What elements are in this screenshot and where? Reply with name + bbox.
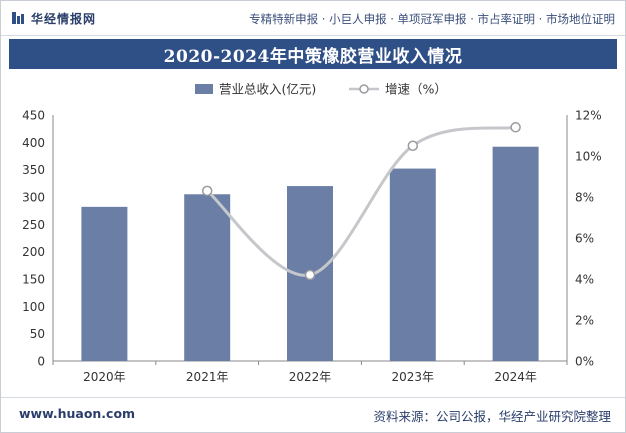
y-left-tick-label: 0	[37, 355, 45, 369]
y-left-tick-label: 150	[22, 273, 45, 287]
y-left-tick-label: 200	[22, 245, 45, 259]
y-right-tick-label: 12%	[575, 109, 602, 123]
revenue-bar	[184, 194, 231, 361]
y-right-tick-label: 8%	[575, 191, 594, 205]
y-right-tick-label: 2%	[575, 314, 594, 328]
y-left-tick-label: 50	[30, 327, 45, 341]
growth-point	[304, 269, 316, 281]
y-left-tick-label: 300	[22, 191, 45, 205]
footer-bar: www.huaon.com 资料来源：公司公报，华经产业研究院整理	[1, 397, 625, 432]
brand-name: 华经情报网	[31, 11, 97, 26]
x-tick-label: 2021年	[186, 370, 229, 384]
revenue-bar	[389, 168, 436, 361]
growth-point	[510, 122, 521, 133]
growth-point	[201, 185, 213, 197]
x-tick-label: 2022年	[289, 370, 332, 384]
y-right-tick-label: 10%	[575, 150, 602, 164]
x-tick-label: 2020年	[83, 370, 126, 384]
service-tagline: 专精特新申报 · 小巨人申报 · 单项冠军申报 · 市占率证明 · 市场地位证明	[249, 12, 615, 26]
legend-bar-label: 营业总收入(亿元)	[219, 82, 316, 97]
growth-point	[407, 140, 419, 151]
revenue-bar	[81, 206, 128, 361]
y-left-tick-label: 250	[22, 218, 45, 232]
legend-line-marker	[359, 84, 369, 94]
y-right-tick-label: 4%	[575, 273, 594, 287]
revenue-bar	[492, 146, 539, 361]
data-source: 资料来源：公司公报，华经产业研究院整理	[373, 409, 611, 424]
y-left-tick-label: 100	[22, 300, 45, 314]
y-left-tick-label: 400	[22, 136, 45, 150]
chart-area: 营业总收入(亿元) 增速（%） 0 50 100 150 200 250 300 350 400 45…	[22, 82, 602, 385]
title-bar: 2020-2024年中策橡胶营业收入情况	[9, 39, 617, 69]
logo-icon	[12, 12, 24, 24]
growth-line	[206, 125, 516, 277]
y-left-tick-label: 450	[22, 109, 45, 123]
chart-title: 2020-2024年中策橡胶营业收入情况	[163, 46, 463, 67]
legend-line-label: 增速（%）	[385, 82, 447, 97]
y-right-tick-label: 0%	[575, 355, 594, 369]
brand-logo[interactable]: 华经情报网	[11, 9, 96, 27]
x-tick-label: 2023年	[392, 370, 435, 384]
top-bar: 华经情报网 专精特新申报 · 小巨人申报 · 单项冠军申报 · 市占率证明 · …	[1, 1, 625, 36]
website-link[interactable]: www.huaon.com	[19, 406, 136, 421]
y-right-tick-label: 6%	[575, 232, 594, 246]
legend-bar-swatch	[195, 84, 213, 94]
y-left-tick-label: 350	[22, 163, 45, 177]
x-tick-label: 2024年	[494, 370, 537, 384]
